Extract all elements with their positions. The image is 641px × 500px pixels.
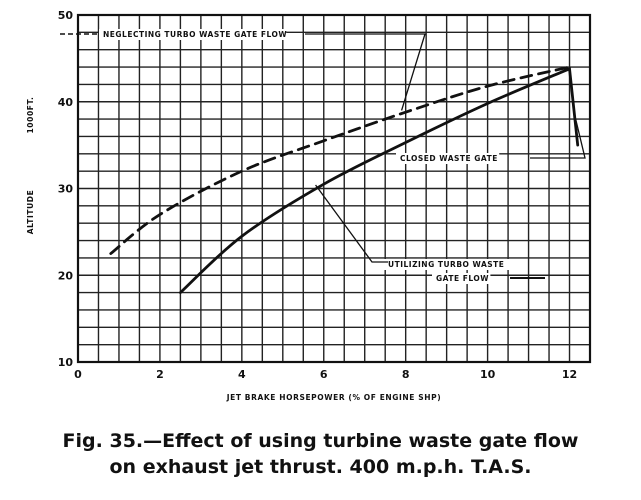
annotation-closed-gate: CLOSED WASTE GATE (400, 154, 498, 163)
figure-caption-line-2: on exhaust jet thrust. 400 m.p.h. T.A.S. (109, 456, 532, 478)
annotation-utilizing-background (384, 259, 510, 270)
y-tick-label: 40 (58, 96, 74, 109)
annotation-utilizing-line-2: GATE FLOW (436, 274, 489, 283)
x-tick-label: 2 (156, 368, 164, 381)
y-tick-label: 50 (58, 9, 74, 22)
x-tick-labels: 0 2 4 6 8 10 12 (74, 368, 577, 381)
y-tick-label: 20 (58, 269, 74, 282)
annotation-neglecting-leader (305, 33, 426, 111)
x-tick-label: 0 (74, 368, 82, 381)
chart: 0 2 4 6 8 10 12 10 20 30 40 50 NEGLECTING TURBO WA… (26, 9, 592, 402)
annotation-utilizing-leader (315, 184, 388, 263)
annotation-closed-gate-background (396, 153, 500, 164)
annotations: NEGLECTING TURBO WASTE GATE FLOW CLOSED W… (60, 29, 586, 284)
y-axis-label: ALTITUDE (26, 190, 35, 235)
x-tick-label: 10 (480, 368, 496, 381)
y-tick-label: 10 (58, 356, 74, 369)
plot-frame (76, 13, 592, 364)
y-tick-label: 30 (58, 183, 74, 196)
annotation-utilizing-line-2-background (432, 273, 491, 284)
x-tick-label: 4 (238, 368, 246, 381)
annotation-closed-gate-leader (530, 118, 586, 159)
series-line-utilizing (179, 66, 580, 294)
x-tick-label: 12 (562, 368, 577, 381)
y-axis-unit-label: 1000FT. (26, 96, 35, 133)
series (109, 65, 580, 294)
grid (78, 15, 590, 362)
annotation-neglecting: NEGLECTING TURBO WASTE GATE FLOW (103, 30, 287, 39)
annotation-neglecting-background (99, 29, 287, 40)
figure-caption-line-1: Fig. 35.—Effect of using turbine waste g… (62, 430, 579, 452)
x-tick-label: 6 (320, 368, 328, 381)
y-tick-labels: 10 20 30 40 50 (58, 9, 74, 369)
series-line-neglecting (109, 65, 571, 255)
annotation-utilizing: UTILIZING TURBO WASTE (388, 260, 504, 269)
x-tick-label: 8 (402, 368, 410, 381)
x-axis-label: JET BRAKE HORSEPOWER (% OF ENGINE SHP) (226, 393, 442, 402)
